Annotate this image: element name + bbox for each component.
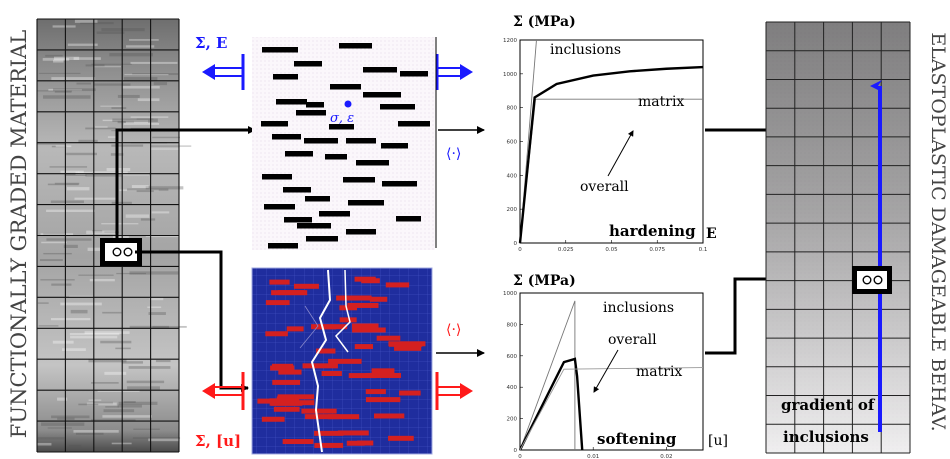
hardening-chart: Σ (MPa) 0 200 400 600 800 1000 1200 0 0.025 0.05 0… [503,14,717,253]
chart1-ytick-label: 1000 [503,72,517,78]
chart1-xtick-label: 0 [518,247,522,253]
chart1-xtick-label: 0.1 [699,247,708,253]
crack-branch [335,269,351,353]
micro-point-label: σ, ε [330,111,354,126]
top-arrow-label: Σ, E [195,34,227,52]
chart2-xtick-label: 0 [518,454,522,459]
graded-material-column [36,18,193,453]
chart1-ylabel: Σ (MPa) [513,14,576,30]
chart2-matrix-label: matrix [636,364,682,380]
chart1-xlabel: E [706,226,717,242]
chart1-ytick-label: 200 [507,207,518,213]
chart2-series-matrix-line [519,367,704,451]
chart1-annotation: hardening [609,222,696,240]
chart2-annotation: softening [597,430,677,448]
chart1-frame [519,39,704,244]
chart1-ytick-label: 400 [507,173,518,179]
gradient-label-line2: inclusions [783,428,869,446]
chart1-xtick-label: 0.05 [605,247,618,253]
chart2-series-inclusions-line [519,300,576,451]
damageable-column [765,21,911,454]
chart1-ytick-label: 600 [507,140,518,146]
chart1-xtick-label: 0.025 [558,247,574,253]
chart2-ylabel: Σ (MPa) [513,273,576,289]
chart2-ytick-label: 400 [507,385,518,391]
chart2-xlabel: [u] [708,433,728,449]
chart2-xtick-label: 0.02 [660,454,672,459]
material-point [344,100,352,108]
crack-path [310,269,332,453]
chart2-overall-label: overall [608,332,657,348]
softening-chart: Σ (MPa) 0 200 400 600 800 1000 0 0.01 0.02 inclu… [503,273,728,459]
chart1-overall-pointer [607,130,634,177]
selected-element-right [852,266,892,294]
chart2-frame [519,292,704,451]
bottom-loading-arrows [202,372,473,410]
chart2-inclusions-label: inclusions [603,300,674,316]
chart1-overall-label: overall [580,179,629,195]
chart2-xtick-label: 0.01 [587,454,599,459]
connector-top-left [115,126,256,238]
chart2-ytick-label: 600 [507,354,518,360]
fe-mesh-panel-bottom [251,267,433,455]
chart1-ytick-label: 800 [507,106,518,112]
chart2-ytick-label: 1000 [503,291,517,297]
chart2-ytick-label: 200 [507,417,518,423]
chart1-series-overall-line [518,65,704,244]
damage-grid [765,21,911,454]
material-grid [36,18,180,453]
average-operator-bottom: ⟨·⟩ [446,322,461,338]
left-vertical-label: FUNCTIONALLY GRADED MATERIAL [7,30,31,438]
average-operator-top: ⟨·⟩ [446,146,461,162]
chart1-xtick-label: 0.075 [649,247,665,253]
chart1-inclusions-label: inclusions [550,42,621,58]
chart2-ytick-label: 0 [514,448,518,454]
right-vertical-label: ELASTOPLASTIC DAMAGEABLE BEHAV. [927,32,949,431]
gradient-label-line1: gradient of [781,396,876,414]
bottom-arrow-label: Σ, [u] [195,432,241,450]
inclusion-bars [261,43,430,249]
mesh-inclusions [257,276,426,448]
chart2-series-overall-line [518,357,584,451]
chart1-matrix-label: matrix [638,94,684,110]
chart1-ytick-label: 1200 [503,38,517,44]
microstructure-panel-top: σ, ε [252,37,437,250]
top-loading-arrows [202,54,473,90]
chart2-ytick-label: 800 [507,322,518,328]
chart1-ytick-label: 0 [514,241,518,247]
chart2-overall-pointer [593,349,619,393]
